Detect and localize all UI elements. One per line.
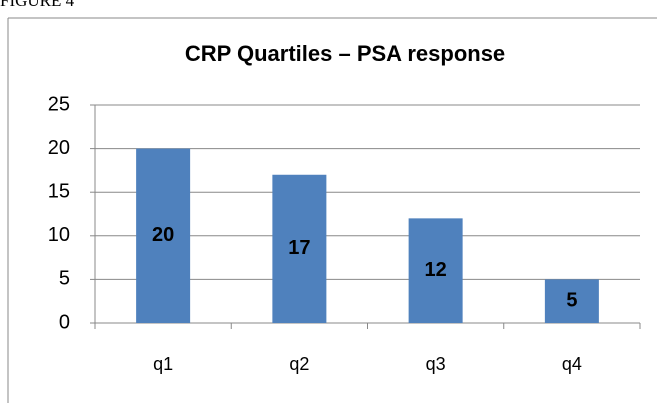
y-tick-label: 25 (48, 93, 70, 115)
bar (544, 279, 599, 323)
value-label: 20 (152, 224, 174, 246)
bar (272, 174, 327, 323)
y-tick-label: 15 (48, 180, 70, 202)
bar (408, 218, 463, 323)
value-label: 17 (288, 237, 310, 259)
y-tick-label: 5 (59, 268, 70, 290)
value-label: 12 (425, 259, 447, 281)
x-tick-label: q4 (562, 354, 582, 374)
y-tick-label: 20 (48, 137, 70, 159)
x-tick-label: q3 (426, 354, 446, 374)
figure-label: FIGURE 4 (0, 0, 75, 10)
y-tick-label: 10 (48, 224, 70, 246)
x-tick-label: q2 (289, 354, 309, 374)
chart-title: CRP Quartiles – PSA response (185, 41, 505, 66)
bar (136, 148, 191, 323)
value-label: 5 (566, 289, 577, 311)
x-tick-label: q1 (153, 354, 173, 374)
y-tick-label: 0 (59, 311, 70, 333)
